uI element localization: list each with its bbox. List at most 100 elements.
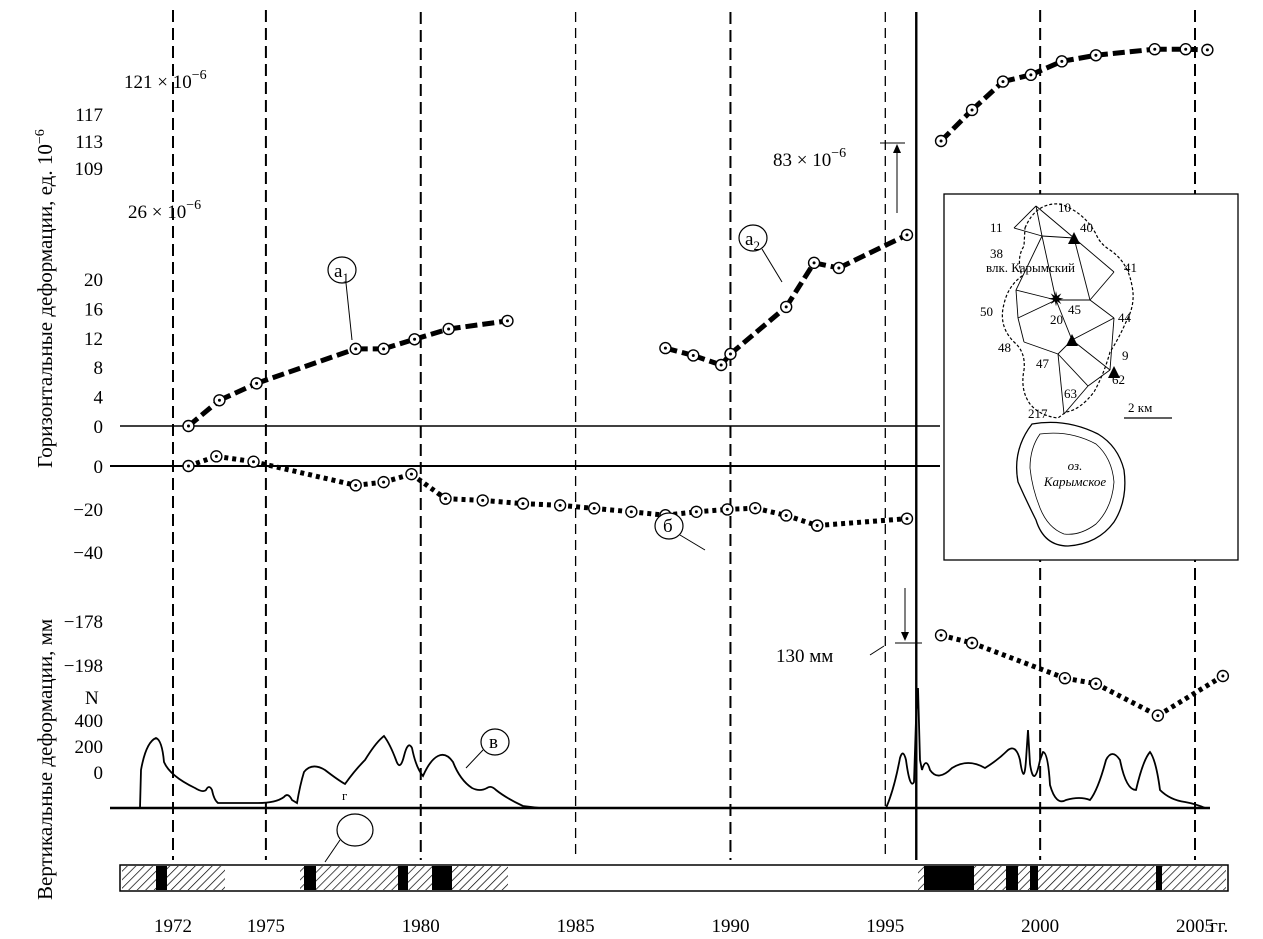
series-a1-point-dot bbox=[255, 381, 259, 385]
vticks-upper-label: −178 bbox=[64, 612, 103, 633]
series-b-point-dot bbox=[444, 497, 448, 501]
annotation-130-leader bbox=[869, 645, 885, 656]
horizontal-upper-ticks: 109 113 117 bbox=[75, 105, 104, 180]
series-a2-upper-point-dot bbox=[1060, 59, 1064, 63]
series-a2-point-dot bbox=[905, 233, 909, 237]
x-tick-label: 1990 bbox=[711, 916, 749, 937]
series-b-point-dot bbox=[558, 503, 562, 507]
x-tick-label: 1980 bbox=[402, 916, 440, 937]
series-b-point-dot bbox=[753, 506, 757, 510]
inset-point-label: 50 bbox=[980, 304, 993, 319]
series-a2-upper-point-dot bbox=[1184, 47, 1188, 51]
series-b-post-point-dot bbox=[939, 633, 943, 637]
inset-point-label: 41 bbox=[1124, 260, 1137, 275]
nticks-label: 400 bbox=[75, 711, 104, 732]
series-a2-point-dot bbox=[837, 266, 841, 270]
series-a1-point-dot bbox=[186, 424, 190, 428]
series-a2-upper-point-dot bbox=[1001, 80, 1005, 84]
inset-volcano-label: влк. Карымский bbox=[986, 260, 1075, 275]
series-b-point-dot bbox=[252, 460, 256, 464]
annotation-130: 130 мм bbox=[776, 646, 833, 667]
horizontal-ylabel: Горизонтальные деформации, ед. 10−6 bbox=[33, 129, 57, 468]
series-b-point-dot bbox=[521, 502, 525, 506]
series-b-pre-segment bbox=[816, 516, 908, 529]
svg-text:в: в bbox=[489, 732, 498, 753]
inset-point-label: 38 bbox=[990, 246, 1003, 261]
nticks-label: 200 bbox=[75, 737, 104, 758]
series-b-point-dot bbox=[354, 483, 358, 487]
series-b-point-dot bbox=[481, 498, 485, 502]
series-b-point-dot bbox=[186, 464, 190, 468]
inset-point-label: 48 bbox=[998, 340, 1011, 355]
inset-scale-label: 2 км bbox=[1128, 400, 1152, 415]
series-a2-segment bbox=[728, 305, 788, 356]
x-axis-ticks: 1972 1975 1980 1985 1990 1995 2000 2005 bbox=[154, 916, 1214, 937]
series-label-a2: а2 bbox=[738, 224, 783, 283]
x-tick-label: 1985 bbox=[557, 916, 595, 937]
series-b-point-dot bbox=[784, 513, 788, 517]
series-b-segment bbox=[631, 509, 666, 518]
series-a1-segment bbox=[186, 398, 222, 428]
series-label-b: б bbox=[654, 512, 706, 551]
activity-timeline-bar bbox=[119, 864, 1229, 892]
series-b-point-dot bbox=[409, 472, 413, 476]
inset-point-label: 44 bbox=[1118, 310, 1132, 325]
seismicity-mark-g: г bbox=[342, 788, 347, 803]
series-a2-point-dot bbox=[719, 363, 723, 367]
volcano-vent-icon: ✷ bbox=[1048, 289, 1065, 311]
hticks-upper-label: 109 bbox=[75, 159, 104, 180]
series-b-post-point-dot bbox=[1221, 674, 1225, 678]
series-b-post-segment bbox=[1156, 673, 1225, 718]
x-tick-label: 2000 bbox=[1021, 916, 1059, 937]
series-b-segment bbox=[215, 453, 254, 465]
inset-point-label: 11 bbox=[990, 220, 1003, 235]
x-tick-label: 1972 bbox=[154, 916, 192, 937]
series-a1-segment bbox=[448, 318, 508, 332]
series-b-segment bbox=[482, 497, 524, 507]
x-axis-unit: гг. bbox=[1210, 916, 1228, 937]
hticks-lower-label: 16 bbox=[84, 299, 103, 320]
series-a2-upper-point-dot bbox=[939, 139, 943, 143]
svg-text:б: б bbox=[663, 516, 673, 537]
inset-lake-label-a: оз. bbox=[1068, 458, 1083, 473]
series-b-point-dot bbox=[629, 510, 633, 514]
hticks-lower-label: 20 bbox=[84, 270, 103, 291]
series-a2-upper-point-dot bbox=[1094, 53, 1098, 57]
series-a2-segment bbox=[837, 232, 909, 271]
series-b-pre-point-dot bbox=[905, 517, 909, 521]
series-b-segment bbox=[522, 501, 561, 508]
series-b-point-dot bbox=[592, 506, 596, 510]
inset-point-label: 63 bbox=[1064, 386, 1077, 401]
seismicity-ticks: 0 200 400 bbox=[75, 711, 104, 784]
hticks-lower-label: 8 bbox=[94, 358, 104, 379]
seismicity-curve-right bbox=[885, 687, 1206, 809]
series-b-post-segment bbox=[1094, 681, 1159, 718]
series-a2-point-dot bbox=[691, 353, 695, 357]
series-b-post-point-dot bbox=[970, 641, 974, 645]
seismicity-ylabel: N bbox=[85, 688, 99, 709]
horizontal-lower-ticks: 0 4 8 12 16 20 bbox=[84, 270, 104, 438]
inset-point-label: 40 bbox=[1080, 220, 1093, 235]
inset-point-label: 45 bbox=[1068, 302, 1081, 317]
series-group bbox=[182, 43, 1230, 722]
inset-lake-label-b: Карымское bbox=[1043, 474, 1107, 489]
inset-point-label: 62 bbox=[1112, 372, 1125, 387]
series-a1-segment bbox=[218, 381, 258, 403]
annotation-130-arrowhead bbox=[901, 632, 909, 641]
series-b-post-point-dot bbox=[1156, 714, 1160, 718]
vticks-upper-label: −198 bbox=[64, 656, 103, 677]
series-a2-segment bbox=[784, 261, 817, 309]
series-a1-point-dot bbox=[354, 347, 358, 351]
vticks-lower-label: −40 bbox=[73, 543, 103, 564]
series-a1-segment bbox=[255, 346, 357, 386]
hticks-lower-label: 12 bbox=[84, 329, 103, 350]
series-b-point-dot bbox=[694, 510, 698, 514]
series-b-segment bbox=[559, 502, 595, 511]
inset-map: ✷ влк. Карымский оз. Карымское 2 км 10 11… bbox=[943, 193, 1239, 561]
series-a2-upper-point-dot bbox=[1205, 48, 1209, 52]
inset-point-label: 217 bbox=[1028, 406, 1048, 421]
series-b-post-point-dot bbox=[1094, 682, 1098, 686]
hticks-lower-label: 4 bbox=[94, 388, 104, 409]
series-b-point-dot bbox=[725, 507, 729, 511]
